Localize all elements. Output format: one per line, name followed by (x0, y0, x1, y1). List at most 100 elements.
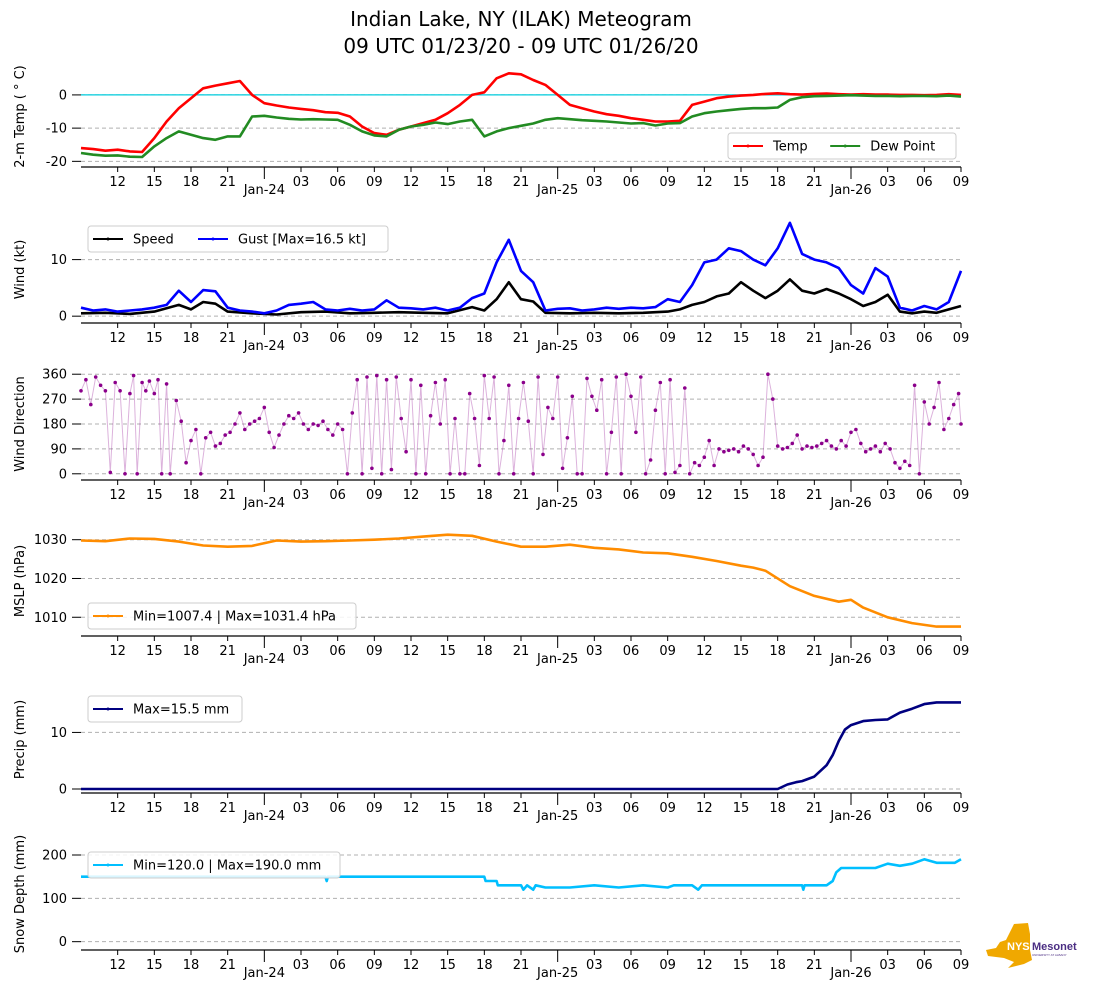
x-day-label: Jan-25 (536, 183, 578, 198)
data-point (272, 445, 276, 450)
data-point (497, 472, 501, 476)
data-point (257, 416, 262, 421)
x-tick-label: 12 (403, 958, 420, 973)
data-point (736, 449, 741, 454)
data-point (360, 472, 364, 476)
data-point (247, 422, 252, 426)
data-point (168, 472, 172, 476)
data-point (189, 438, 193, 443)
x-tick-label: 12 (403, 488, 420, 503)
data-point (458, 472, 462, 476)
series-line-temp (80, 72, 962, 154)
data-point (355, 377, 360, 382)
x-tick-label: 09 (659, 175, 676, 190)
x-tick-label: 18 (476, 958, 493, 973)
legend-marker (106, 707, 110, 711)
data-point (140, 380, 144, 385)
data-point (741, 444, 746, 448)
data-point (199, 472, 203, 476)
x-day-label: Jan-26 (829, 966, 871, 981)
x-tick-label: 15 (439, 175, 456, 190)
data-point (404, 449, 408, 454)
y-tick-label: 180 (42, 418, 67, 433)
data-point (712, 463, 716, 468)
y-tick-label: 1020 (34, 572, 67, 587)
data-point (643, 472, 648, 476)
data-point (746, 447, 751, 451)
data-point (663, 472, 667, 476)
x-tick-label: 09 (659, 644, 676, 659)
data-point (614, 375, 619, 379)
data-point (179, 419, 183, 424)
legend-label: Max=15.5 mm (133, 703, 229, 718)
data-point (609, 430, 614, 435)
y-tick-label: 200 (42, 849, 67, 864)
legend: Min=1007.4 | Max=1031.4 hPa (87, 602, 357, 630)
data-point (570, 394, 575, 399)
data-point (282, 422, 286, 426)
data-point (218, 441, 223, 446)
data-point (118, 389, 122, 393)
x-tick-label: 18 (183, 644, 200, 659)
x-tick-label: 15 (733, 801, 750, 816)
data-point (467, 391, 472, 396)
x-tick-label: 09 (953, 958, 970, 973)
y-tick-label: 0 (59, 88, 67, 103)
x-tick-label: 21 (513, 488, 530, 503)
data-point (639, 375, 643, 379)
data-point (927, 422, 931, 426)
data-point (844, 444, 848, 448)
x-tick-label: 03 (293, 488, 310, 503)
data-point (599, 377, 604, 382)
x-tick-label: 06 (329, 331, 346, 346)
logo-subtitle-text: UNIVERSITY AT ALBANY (1032, 953, 1067, 957)
x-tick-label: 21 (513, 644, 530, 659)
legend-box (87, 225, 389, 253)
x-tick-label: 15 (439, 644, 456, 659)
data-point (775, 444, 780, 448)
y-tick-label: 0 (59, 783, 67, 798)
data-point (565, 436, 570, 440)
data-point (751, 452, 755, 457)
x-tick-label: 18 (183, 488, 200, 503)
x-tick-label: 09 (366, 958, 383, 973)
data-point (326, 427, 330, 432)
legend: Temp Dew Point (727, 132, 957, 160)
data-point (868, 447, 873, 451)
x-tick-label: 21 (806, 331, 823, 346)
data-point (184, 460, 188, 465)
data-point (551, 416, 555, 421)
x-tick-label: 18 (183, 331, 200, 346)
x-day-label: Jan-26 (829, 183, 871, 198)
x-tick-label: 21 (806, 644, 823, 659)
data-point (555, 375, 560, 379)
legend-box (87, 602, 357, 630)
x-tick-label: 21 (219, 175, 236, 190)
legend-marker (106, 863, 110, 867)
x-tick-label: 03 (586, 331, 603, 346)
x-tick-label: 15 (439, 958, 456, 973)
x-tick-label: 03 (293, 958, 310, 973)
x-tick-label: 21 (219, 331, 236, 346)
data-point (717, 447, 721, 451)
x-tick-label: 12 (696, 331, 713, 346)
data-point (448, 472, 452, 476)
data-point (604, 472, 609, 476)
data-point (135, 472, 139, 476)
x-day-label: Jan-24 (243, 496, 285, 511)
x-tick-label: 03 (586, 801, 603, 816)
x-tick-label: 15 (439, 801, 456, 816)
y-tick-label: 10 (50, 726, 67, 741)
data-point (131, 373, 136, 378)
x-day-label: Jan-25 (536, 496, 578, 511)
data-point (123, 472, 127, 476)
x-tick-label: 06 (329, 175, 346, 190)
data-point (873, 444, 878, 448)
x-day-label: Jan-25 (536, 966, 578, 981)
data-point (624, 372, 628, 377)
x-tick-label: 18 (183, 801, 200, 816)
x-tick-label: 06 (916, 801, 933, 816)
data-point (399, 416, 404, 421)
x-day-label: Jan-24 (243, 339, 285, 354)
data-point (487, 416, 492, 421)
